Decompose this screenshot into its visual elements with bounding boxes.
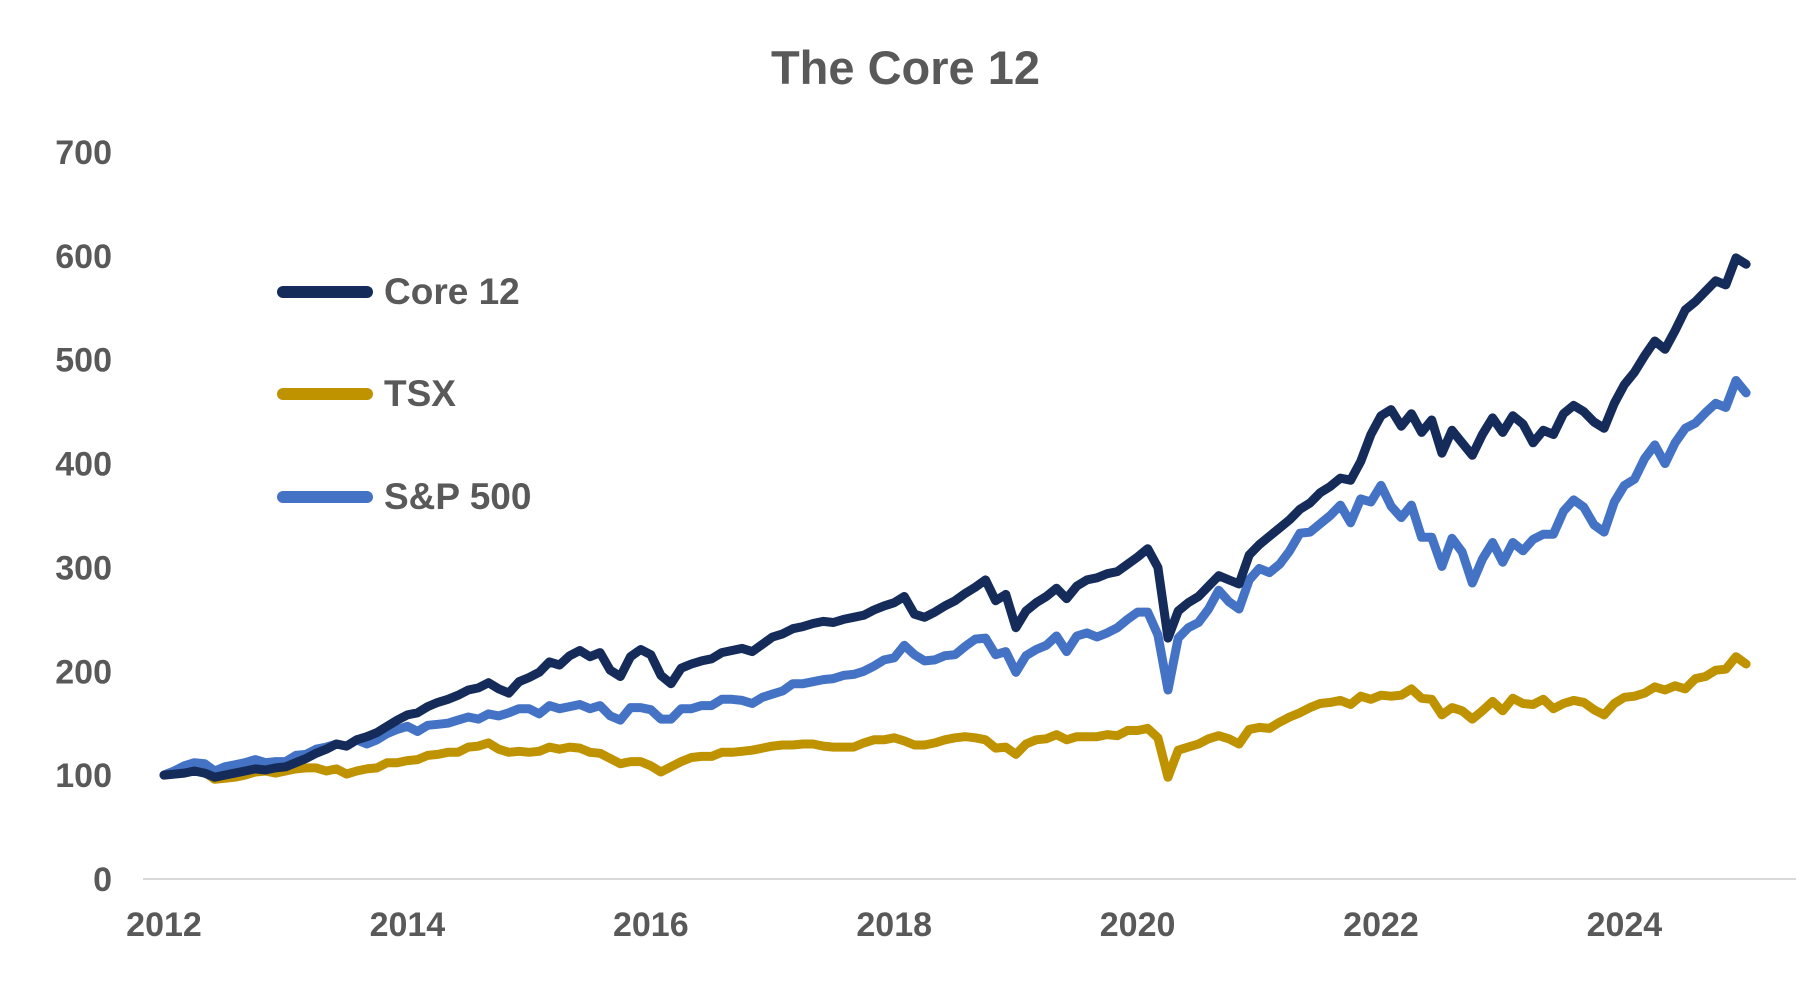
legend-item-sp500: S&P 500 bbox=[277, 477, 531, 517]
legend-label-tsx: TSX bbox=[384, 373, 456, 414]
chart-title: The Core 12 bbox=[770, 41, 1041, 94]
legend-item-tsx: TSX bbox=[277, 374, 456, 414]
y-axis-label: 600 bbox=[55, 238, 112, 276]
y-axis-label: 100 bbox=[55, 757, 112, 795]
y-axis-label: 400 bbox=[55, 446, 112, 484]
y-axis-label: 300 bbox=[55, 549, 112, 587]
legend-label-core-12: Core 12 bbox=[384, 271, 520, 312]
y-axis-label: 0 bbox=[93, 861, 112, 899]
core-12-line bbox=[159, 253, 1751, 782]
y-axis-label: 200 bbox=[55, 653, 112, 691]
x-axis-label: 2012 bbox=[126, 906, 202, 944]
x-axis-label: 2020 bbox=[1100, 906, 1176, 944]
y-axis-label: 700 bbox=[55, 134, 112, 172]
legend-swatch-sp500 bbox=[277, 491, 373, 503]
x-axis-label: 2016 bbox=[613, 906, 689, 944]
x-axis-label: 2014 bbox=[370, 906, 446, 944]
legend-swatch-core-12 bbox=[277, 286, 373, 298]
legend-label-sp500: S&P 500 bbox=[384, 476, 532, 517]
s-p-500-line bbox=[159, 376, 1751, 780]
tsx-line bbox=[159, 652, 1751, 784]
x-axis-label: 2018 bbox=[856, 906, 932, 944]
legend-swatch-tsx bbox=[277, 388, 373, 400]
x-axis-label: 2024 bbox=[1587, 906, 1663, 944]
y-axis-label: 500 bbox=[55, 342, 112, 380]
x-axis-label: 2022 bbox=[1343, 906, 1419, 944]
legend-item-core-12: Core 12 bbox=[277, 272, 520, 312]
